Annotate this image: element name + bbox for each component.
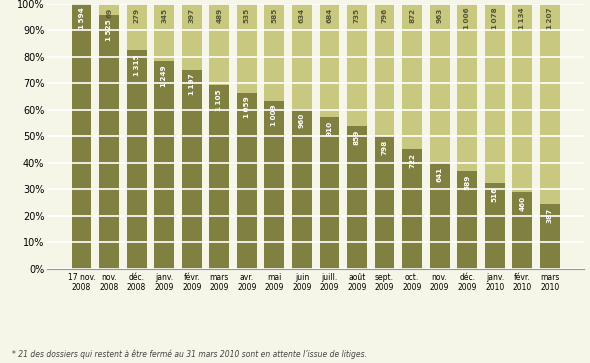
Bar xyxy=(375,136,395,269)
Text: 1 525: 1 525 xyxy=(106,19,112,41)
Bar xyxy=(347,4,367,126)
Text: 1 207: 1 207 xyxy=(547,8,553,29)
Bar xyxy=(99,15,119,269)
Text: 535: 535 xyxy=(244,8,250,23)
Bar xyxy=(485,183,504,269)
Text: 735: 735 xyxy=(354,8,360,23)
Text: * 21 des dossiers qui restent à être fermé au 31 mars 2010 sont en attente l’iss: * 21 des dossiers qui restent à être fer… xyxy=(12,350,367,359)
Bar xyxy=(237,4,257,93)
Bar xyxy=(71,4,91,269)
Bar xyxy=(182,70,202,269)
Text: 460: 460 xyxy=(519,196,525,211)
Text: 634: 634 xyxy=(299,8,305,23)
Bar xyxy=(127,50,146,269)
Text: 69: 69 xyxy=(106,8,112,18)
Bar xyxy=(375,4,395,136)
Bar xyxy=(485,4,504,183)
Text: 796: 796 xyxy=(382,8,388,23)
Text: 516: 516 xyxy=(491,187,498,202)
Bar xyxy=(540,204,560,269)
Bar xyxy=(99,4,119,15)
Bar xyxy=(209,4,229,85)
Text: 1 134: 1 134 xyxy=(519,8,525,29)
Bar xyxy=(430,163,450,269)
Bar xyxy=(402,4,422,148)
Text: 589: 589 xyxy=(464,175,470,190)
Text: 1 059: 1 059 xyxy=(244,97,250,118)
Text: 1 009: 1 009 xyxy=(271,105,277,126)
Bar xyxy=(320,4,339,117)
Bar xyxy=(512,192,532,269)
Bar xyxy=(154,61,174,269)
Text: 1 249: 1 249 xyxy=(161,65,167,87)
Text: 1 197: 1 197 xyxy=(189,74,195,95)
Text: 1 594: 1 594 xyxy=(78,8,84,29)
Bar xyxy=(512,4,532,192)
Text: 1 105: 1 105 xyxy=(217,89,222,110)
Bar xyxy=(127,4,146,50)
Bar xyxy=(457,171,477,269)
Text: 641: 641 xyxy=(437,167,442,182)
Text: 1 078: 1 078 xyxy=(491,8,498,29)
Bar xyxy=(209,85,229,269)
Text: 859: 859 xyxy=(354,130,360,145)
Text: 798: 798 xyxy=(382,140,388,155)
Text: 1 315: 1 315 xyxy=(133,54,140,76)
Text: 585: 585 xyxy=(271,8,277,23)
Bar xyxy=(264,101,284,269)
Bar xyxy=(154,4,174,61)
Bar xyxy=(292,109,312,269)
Text: 963: 963 xyxy=(437,8,442,23)
Text: 489: 489 xyxy=(217,8,222,23)
Text: 387: 387 xyxy=(547,208,553,223)
Bar xyxy=(264,4,284,101)
Bar xyxy=(182,4,202,70)
Text: 279: 279 xyxy=(133,8,140,23)
Bar xyxy=(402,148,422,269)
Text: 1 006: 1 006 xyxy=(464,8,470,29)
Text: 345: 345 xyxy=(161,8,167,23)
Bar xyxy=(237,93,257,269)
Bar xyxy=(347,126,367,269)
Bar xyxy=(292,4,312,109)
Text: 722: 722 xyxy=(409,152,415,168)
Text: 960: 960 xyxy=(299,113,305,128)
Bar xyxy=(430,4,450,163)
Text: 910: 910 xyxy=(326,121,332,136)
Text: 684: 684 xyxy=(326,8,332,23)
Bar xyxy=(457,4,477,171)
Bar xyxy=(540,4,560,204)
Bar xyxy=(320,117,339,269)
Text: 397: 397 xyxy=(189,8,195,23)
Text: 872: 872 xyxy=(409,8,415,23)
